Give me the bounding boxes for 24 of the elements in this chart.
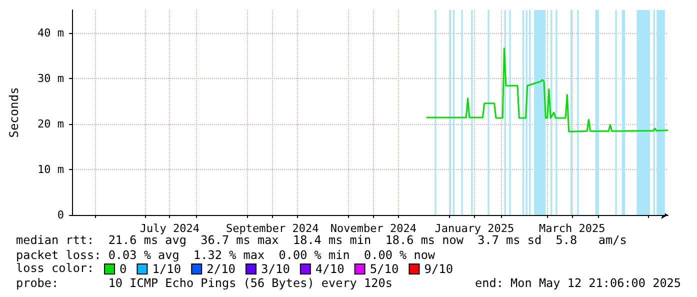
x-tick-label: January 2025 <box>434 222 514 235</box>
y-tick-label: 30 m <box>38 72 64 85</box>
text: median rtt: 21.6 ms avg 36.7 ms max 18.4 ms min 18.6 ms now 3.7 ms sd 5.8 am/s <box>16 233 627 247</box>
x-tick-label: November 2024 <box>330 222 417 235</box>
y-axis-title: Seconds <box>7 87 21 138</box>
text: end: Mon May 12 21:06:00 2025 <box>475 276 681 290</box>
legend-label: 4/10 <box>315 262 344 276</box>
legend-label: 2/10 <box>206 262 236 276</box>
y-tick-label: 40 m <box>38 26 64 40</box>
legend-label: 3/10 <box>261 262 290 276</box>
text: loss color: <box>16 261 94 275</box>
legend-label: 0 <box>120 262 127 276</box>
legend-label: 5/10 <box>370 262 399 276</box>
line-series <box>426 48 669 132</box>
text: probe: 10 ICMP Echo Pings (56 Bytes) every 120s <box>16 276 392 290</box>
y-tick-label: 0 <box>57 208 64 222</box>
x-tick-label: September 2024 <box>226 222 320 235</box>
legend-label: 9/10 <box>424 262 454 276</box>
text: packet loss: 0.03 % avg 1.32 % max 0.00 % min 0.00 % now <box>16 248 436 262</box>
x-tick-label: March 2025 <box>539 222 606 235</box>
y-tick-label: 20 m <box>38 117 64 130</box>
y-tick-label: 10 m <box>38 162 64 176</box>
legend-label: 1/10 <box>152 262 182 276</box>
x-tick-label: July 2024 <box>140 222 200 235</box>
